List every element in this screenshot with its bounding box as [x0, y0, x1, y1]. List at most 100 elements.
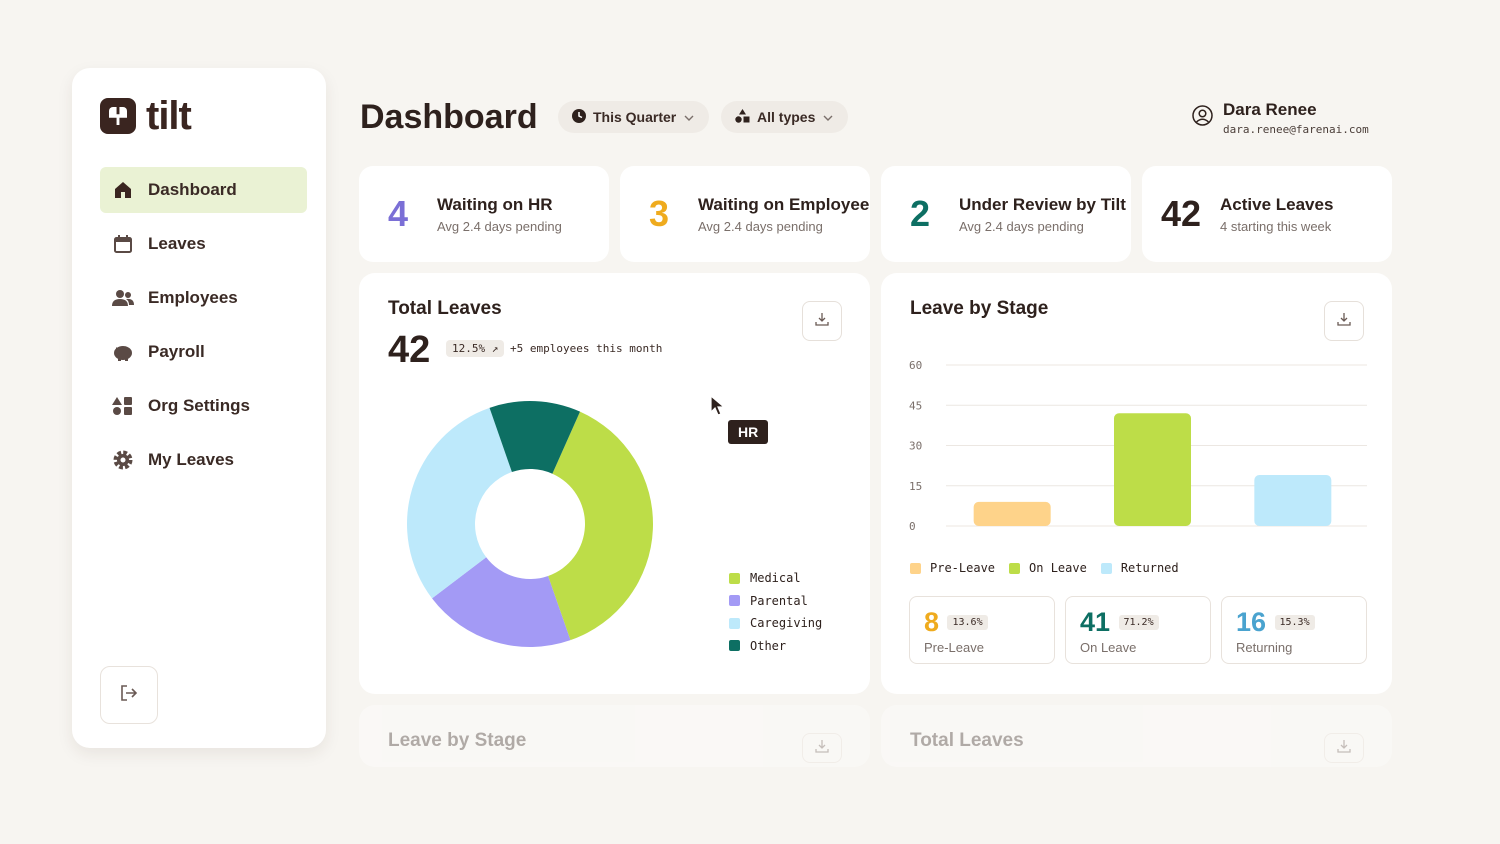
leave-by-stage-bar-chart[interactable]: 0 15 30 45 60	[901, 353, 1371, 538]
stage-summary-returning[interactable]: 16 15.3% Returning	[1221, 596, 1367, 664]
lower-total-leaves-panel: Total Leaves	[881, 705, 1392, 767]
gear-icon	[112, 449, 134, 471]
sidebar-item-org-settings[interactable]: Org Settings	[100, 383, 307, 429]
donut-legend: Medical Parental Caregiving Other	[729, 567, 822, 657]
stat-value: 4	[387, 193, 409, 234]
stage-summary-on-leave[interactable]: 41 71.2% On Leave	[1065, 596, 1211, 664]
bar-returned[interactable]	[1254, 475, 1332, 526]
legend-label: Returned	[1120, 561, 1179, 575]
stage-summary-label: On Leave	[1080, 640, 1137, 655]
download-button[interactable]	[1324, 733, 1364, 763]
user-name: Dara Renee	[1223, 100, 1317, 119]
stat-value: 3	[648, 193, 670, 234]
sidebar-nav: Dashboard Leaves Employees Payroll Org S…	[100, 167, 307, 491]
donut-slice-medical[interactable]	[548, 411, 653, 641]
panel-title: Leave by Stage	[388, 730, 527, 751]
stat-value: 42	[1160, 193, 1202, 234]
stage-summary-value: 41	[1080, 607, 1111, 637]
legend-label: Medical	[750, 571, 801, 586]
donut-slice-parental[interactable]	[432, 557, 571, 647]
logo[interactable]: tilt	[100, 96, 192, 136]
legend-label: Pre-Leave	[930, 561, 996, 575]
filter-period-dropdown[interactable]: This Quarter	[558, 101, 710, 133]
stat-subtitle: Avg 2.4 days pending	[437, 218, 562, 234]
sidebar-item-dashboard[interactable]: Dashboard	[100, 167, 307, 213]
page-title: Dashboard	[360, 98, 538, 136]
y-tick-label: 0	[909, 520, 916, 533]
legend-item-pre-leave: Pre-Leave	[910, 561, 995, 575]
sidebar-item-my-leaves[interactable]: My Leaves	[100, 437, 307, 483]
stat-value: 2	[909, 193, 931, 234]
leave-by-stage-panel: Leave by Stage 0 15 30 45 60 Pre-Leave On Le…	[881, 273, 1392, 694]
stat-title: Waiting on Employee	[698, 194, 870, 214]
delta-text: +5 employees this month	[510, 342, 663, 355]
stat-card-waiting-employee[interactable]: 3 Waiting on Employee Avg 2.4 days pendin…	[620, 166, 870, 262]
stat-subtitle: Avg 2.4 days pending	[698, 218, 823, 234]
user-avatar-icon	[1192, 105, 1213, 131]
legend-item-on-leave: On Leave	[1009, 561, 1087, 575]
logout-button[interactable]	[100, 666, 158, 724]
sidebar-item-label: Employees	[148, 288, 238, 307]
legend-swatch	[1100, 562, 1112, 574]
legend-item-medical: Medical	[729, 567, 822, 590]
stage-summary-badge: 15.3%	[1274, 615, 1315, 630]
stage-summary-badge: 13.6%	[947, 615, 988, 630]
stage-summary-label: Pre-Leave	[924, 640, 984, 655]
legend-swatch	[729, 640, 740, 652]
shapes-icon	[112, 395, 134, 417]
filter-type-dropdown[interactable]: All types	[721, 101, 849, 133]
sidebar-item-label: My Leaves	[148, 450, 234, 469]
growth-badge: 12.5% ↗	[446, 340, 505, 357]
stage-summary-value: 16	[1236, 607, 1267, 637]
legend-label: Caregiving	[750, 616, 823, 631]
legend-swatch	[729, 595, 740, 607]
user-email: dara.renee@farenai.com	[1223, 123, 1369, 136]
legend-swatch	[910, 562, 921, 574]
legend-item-parental: Parental	[729, 590, 822, 613]
stat-title: Under Review by Tilt	[959, 194, 1126, 214]
stat-subtitle: Avg 2.4 days pending	[959, 218, 1084, 234]
download-icon	[1337, 739, 1351, 758]
bar-on leave[interactable]	[1114, 413, 1191, 526]
panel-title: Leave by Stage	[910, 298, 1049, 319]
download-icon	[815, 312, 829, 331]
download-icon	[815, 739, 829, 758]
chevron-down-icon	[683, 109, 695, 125]
sidebar-item-employees[interactable]: Employees	[100, 275, 307, 321]
legend-item-returned: Returned	[1100, 561, 1179, 575]
download-button[interactable]	[1324, 301, 1364, 341]
panel-title: Total Leaves	[910, 730, 1024, 751]
stat-title: Waiting on HR	[437, 194, 553, 214]
donut-slice-caregiving[interactable]	[407, 407, 512, 599]
filter-period-label: This Quarter	[593, 109, 677, 125]
calendar-icon	[112, 233, 134, 255]
stage-summary-value: 8	[924, 607, 940, 637]
download-button[interactable]	[802, 301, 842, 341]
download-button[interactable]	[802, 733, 842, 763]
stat-subtitle: 4 starting this week	[1220, 218, 1332, 234]
shapes-icon	[735, 108, 750, 126]
y-tick-label: 30	[909, 440, 922, 453]
chevron-down-icon	[822, 109, 834, 125]
stat-card-under-review[interactable]: 2 Under Review by Tilt Avg 2.4 days pendi…	[881, 166, 1131, 262]
stage-summary-pre-leave[interactable]: 8 13.6% Pre-Leave	[909, 596, 1055, 664]
stat-card-active-leaves[interactable]: 42 Active Leaves 4 starting this week	[1142, 166, 1392, 262]
legend-swatch	[1009, 562, 1021, 574]
legend-label: Parental	[750, 593, 808, 608]
logout-icon	[119, 683, 139, 708]
sidebar-item-payroll[interactable]: Payroll	[100, 329, 307, 375]
stat-card-waiting-hr[interactable]: 4 Waiting on HR Avg 2.4 days pending	[359, 166, 609, 262]
y-tick-label: 60	[909, 359, 922, 372]
sidebar-item-label: Leaves	[148, 234, 206, 253]
leave-type-donut-chart[interactable]	[406, 400, 654, 648]
people-icon	[112, 287, 134, 309]
filter-type-label: All types	[757, 109, 816, 125]
sidebar-item-leaves[interactable]: Leaves	[100, 221, 307, 267]
lower-leave-by-stage-panel: Leave by Stage	[359, 705, 870, 767]
donut-slice-other[interactable]	[489, 401, 581, 474]
sidebar: tilt Dashboard Leaves Employees Payroll	[72, 68, 326, 748]
user-profile[interactable]: Dara Renee dara.renee@farenai.com	[1192, 100, 1369, 136]
stat-title: Active Leaves	[1220, 194, 1334, 214]
bar-pre-leave[interactable]	[973, 501, 1051, 526]
sidebar-item-label: Dashboard	[148, 180, 237, 199]
